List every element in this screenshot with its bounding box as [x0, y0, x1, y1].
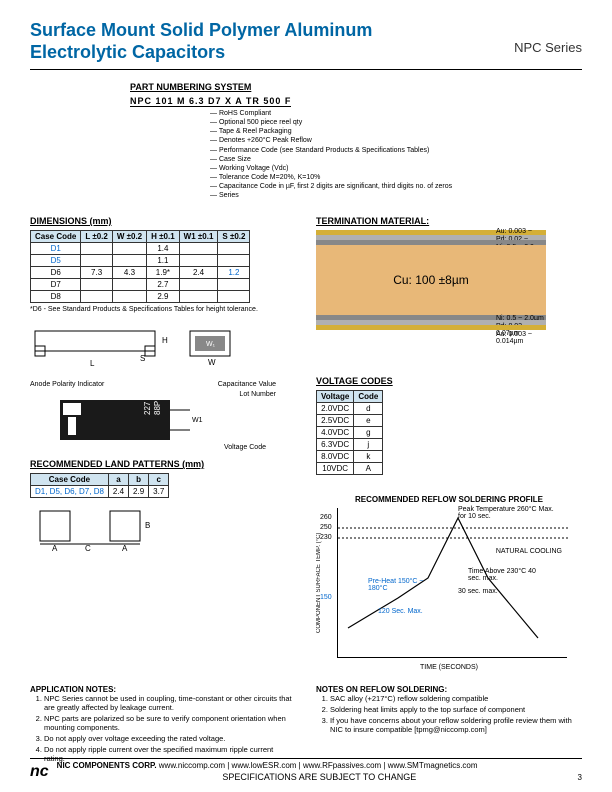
- footer: nc NIC COMPONENTS CORP. www.niccomp.com …: [30, 758, 582, 782]
- page-number: 3: [578, 773, 582, 782]
- svg-text:W₁: W₁: [206, 341, 216, 348]
- divider: [30, 69, 582, 70]
- dimensions-title: DIMENSIONS (mm): [30, 216, 296, 226]
- dimension-drawing: L H S W W₁: [30, 321, 296, 373]
- page-title: Surface Mount Solid Polymer Aluminum Ele…: [30, 20, 582, 63]
- voltage-table: VoltageCode2.0VDCd2.5VDCe4.0VDCg6.3VDCj8…: [316, 390, 383, 475]
- land-title: RECOMMENDED LAND PATTERNS (mm): [30, 459, 296, 469]
- app-notes: NPC Series cannot be used in coupling, t…: [30, 694, 296, 763]
- component-drawing: Anode Polarity Indicator Capacitance Val…: [30, 381, 296, 451]
- svg-text:W: W: [208, 358, 216, 367]
- dimensions-table: Case CodeL ±0.2W ±0.2H ±0.1W1 ±0.1S ±0.2…: [30, 230, 250, 303]
- reflow-chart: 260 250 230 150 Peak Temperature 260°C M…: [337, 508, 567, 658]
- land-table: Case CodeabcD1, D5, D6, D7, D82.42.93.7: [30, 473, 169, 498]
- term-title: TERMINATION MATERIAL:: [316, 216, 582, 226]
- svg-text:B: B: [145, 521, 150, 530]
- svg-text:S: S: [140, 354, 145, 363]
- svg-text:H: H: [162, 336, 168, 345]
- reflow-notes-title: NOTES ON REFLOW SOLDERING:: [316, 685, 582, 694]
- reflow-title: RECOMMENDED REFLOW SOLDERING PROFILE: [316, 495, 582, 504]
- svg-text:A: A: [52, 544, 58, 553]
- svg-text:A: A: [122, 544, 128, 553]
- termination-diagram: Au: 0.003 ~ 0.014µmPd: 0.02 ~ 0.07µmNi: …: [316, 230, 546, 360]
- land-drawing: A C A B: [30, 506, 296, 558]
- series-label: NPC Series: [514, 40, 582, 55]
- dim-note: *D6 - See Standard Products & Specificat…: [30, 306, 296, 313]
- svg-text:227: 227: [143, 401, 152, 415]
- svg-text:88P: 88P: [153, 401, 162, 415]
- svg-text:W1: W1: [192, 417, 203, 424]
- part-numbering: PART NUMBERING SYSTEM NPC 101 M 6.3 D7 X…: [130, 82, 582, 200]
- reflow-notes: SAC alloy (+217°C) reflow soldering comp…: [316, 694, 582, 734]
- svg-text:L: L: [90, 359, 95, 368]
- voltage-title: VOLTAGE CODES: [316, 376, 582, 386]
- logo: nc: [30, 763, 49, 781]
- app-notes-title: APPLICATION NOTES:: [30, 685, 296, 694]
- svg-text:C: C: [85, 544, 91, 553]
